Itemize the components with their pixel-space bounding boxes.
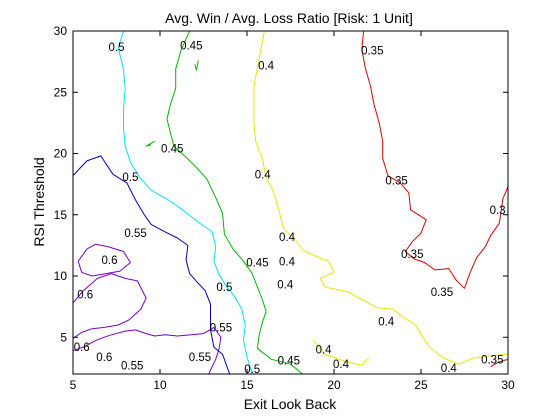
- contour-labels: 0.5 0.45 0.350.40.450.5 0.40.350.30.55 0.40.…: [74, 41, 506, 376]
- x-tick-label: 25: [414, 378, 428, 392]
- contour-line-0-45-1: [194, 60, 199, 71]
- contour-label: 0.55: [189, 352, 211, 364]
- y-axis-title: RSI Threshold: [31, 157, 47, 246]
- x-tick-label: 15: [240, 378, 254, 392]
- contour-label: 0.45: [180, 41, 202, 53]
- contour-label: 0.4: [378, 316, 395, 328]
- contour-label: 0.4: [279, 232, 296, 244]
- contour-label: 0.35: [361, 46, 383, 58]
- contour-label: 0.4: [333, 359, 350, 371]
- contour-line-0-6-0: [73, 273, 147, 339]
- contour-label: 0.5: [244, 364, 260, 376]
- x-tick-label: 20: [327, 378, 341, 392]
- contour-label: 0.4: [279, 256, 296, 268]
- contour-label: 0.5: [109, 42, 125, 54]
- contour-label: 0.4: [255, 169, 272, 181]
- contour-label: 0.4: [277, 280, 294, 292]
- contour-line-0-45-2: [145, 140, 156, 147]
- contour-label: 0.5: [216, 282, 232, 294]
- contour-label: 0.6: [102, 255, 118, 267]
- contour-label: 0.3: [490, 205, 506, 217]
- x-axis-title: Exit Look Back: [244, 396, 338, 412]
- contour-line-0-35-0: [361, 31, 508, 289]
- contour-label: 0.4: [316, 345, 333, 357]
- contour-label: 0.35: [481, 354, 503, 366]
- x-tick-label: 30: [501, 378, 515, 392]
- contour-line-0-6-2: [77, 243, 131, 277]
- contour-label: 0.6: [74, 342, 90, 354]
- contour-label: 0.55: [121, 360, 143, 372]
- contour-line-0-6-1: [73, 326, 222, 374]
- contour-label: 0.35: [431, 287, 453, 299]
- y-tick-label: 15: [54, 208, 68, 222]
- contour-label: 0.4: [441, 363, 458, 375]
- chart-title: Avg. Win / Avg. Loss Ratio [Risk: 1 Unit…: [165, 10, 413, 26]
- y-tick-label: 20: [54, 147, 68, 161]
- contour-lines: [73, 31, 508, 374]
- contour-label: 0.6: [77, 289, 93, 301]
- y-tick-label: 25: [54, 85, 68, 99]
- contour-label: 0.5: [122, 172, 138, 184]
- contour-label: 0.45: [161, 144, 183, 156]
- contour-line-0-55-0: [73, 155, 231, 374]
- contour-label: 0.35: [385, 175, 407, 187]
- contour-line-0-5-0: [117, 31, 253, 374]
- plot-frame: [72, 30, 509, 375]
- contour-label: 0.55: [124, 228, 146, 240]
- y-tick-label: 10: [54, 269, 68, 283]
- contour-label: 0.45: [246, 258, 268, 270]
- contour-label: 0.35: [401, 249, 423, 261]
- contour-label: 0.55: [210, 322, 232, 334]
- contour-line-0-4-0: [253, 31, 508, 365]
- x-axis: 5 10 15 20 25 30: [70, 31, 515, 392]
- contour-label: 0.4: [258, 60, 275, 72]
- x-tick-label: 10: [153, 378, 167, 392]
- contour-line-0-45-0: [166, 31, 304, 374]
- y-axis: 5 10 15 20 25 30: [54, 24, 508, 344]
- contour-line-0-4-1: [312, 339, 370, 366]
- x-tick-label: 5: [70, 378, 77, 392]
- contour-label: 0.45: [278, 356, 300, 368]
- contour-line-0-35-1: [490, 358, 508, 368]
- contour-label: 0.6: [96, 352, 112, 364]
- y-tick-label: 30: [54, 24, 68, 38]
- y-tick-label: 5: [60, 330, 67, 344]
